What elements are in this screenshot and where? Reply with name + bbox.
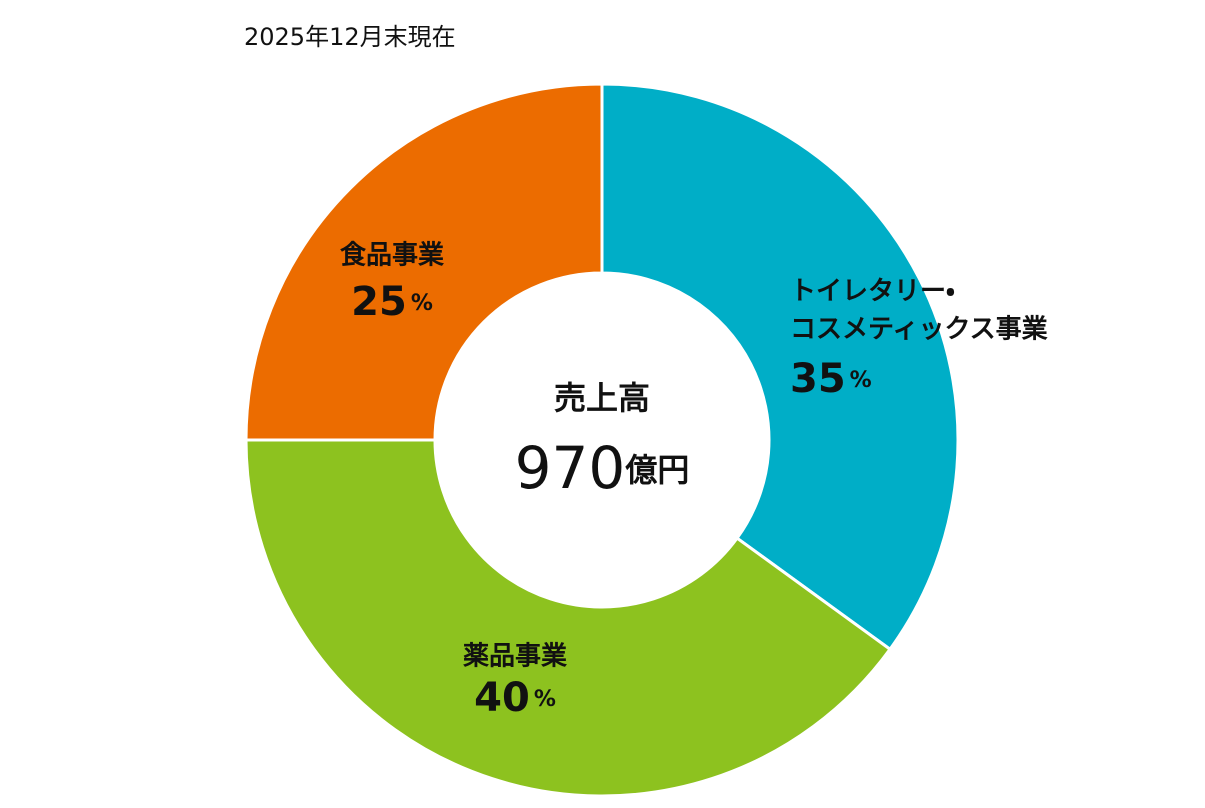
center-value-group: 970億円: [515, 434, 690, 502]
subtitle: 2025年12月末現在: [244, 23, 456, 51]
segment-label: トイレタリー・: [790, 277, 955, 307]
donut-segment: [244, 438, 893, 798]
segment-value: 35: [790, 356, 846, 402]
segment-value-group: 40%: [474, 675, 556, 721]
segment-value: 40: [474, 675, 530, 721]
segment-label: 薬品事業: [463, 642, 567, 672]
segment-value: 25: [351, 279, 407, 325]
segment-value-unit: %: [534, 687, 556, 712]
segment-value-group: 35%: [790, 356, 872, 402]
center-unit: 億円: [624, 451, 689, 489]
segment-value-group: 25%: [351, 279, 433, 325]
segment-label: コスメティックス事業: [790, 315, 1048, 345]
donut-segment: [244, 82, 604, 442]
segments: [244, 82, 960, 798]
center-label: 売上高: [554, 379, 650, 417]
center-value: 970: [515, 434, 626, 502]
donut-segment: [600, 82, 960, 652]
segment-value-unit: %: [411, 291, 433, 316]
segment-label: 食品事業: [340, 240, 444, 271]
segment-value-unit: %: [850, 368, 872, 393]
